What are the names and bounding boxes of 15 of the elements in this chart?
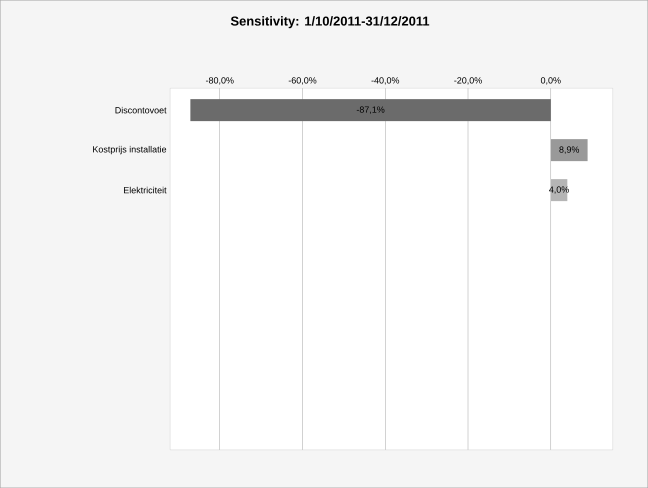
data-label: -87,1% [356, 106, 384, 114]
x-tick-label: -20,0% [454, 77, 482, 85]
y-tick-label: Kostprijs installatie [93, 146, 166, 154]
bar [550, 139, 588, 162]
x-tick-label: -40,0% [371, 77, 400, 85]
data-label: 4,0% [549, 186, 569, 194]
x-tick-label: -60,0% [288, 77, 316, 85]
chart-title: Sensitivity: 1/10/2011-31/12/2011 [230, 16, 430, 28]
data-label: 8,9% [559, 146, 580, 154]
x-tick-label: 0,0% [540, 77, 561, 85]
bar [190, 99, 551, 122]
bar [550, 179, 568, 202]
x-tick-label: -80,0% [206, 77, 234, 85]
y-tick-label: Discontovoet [116, 106, 167, 114]
y-tick-label: Elektriciteit [124, 186, 167, 194]
